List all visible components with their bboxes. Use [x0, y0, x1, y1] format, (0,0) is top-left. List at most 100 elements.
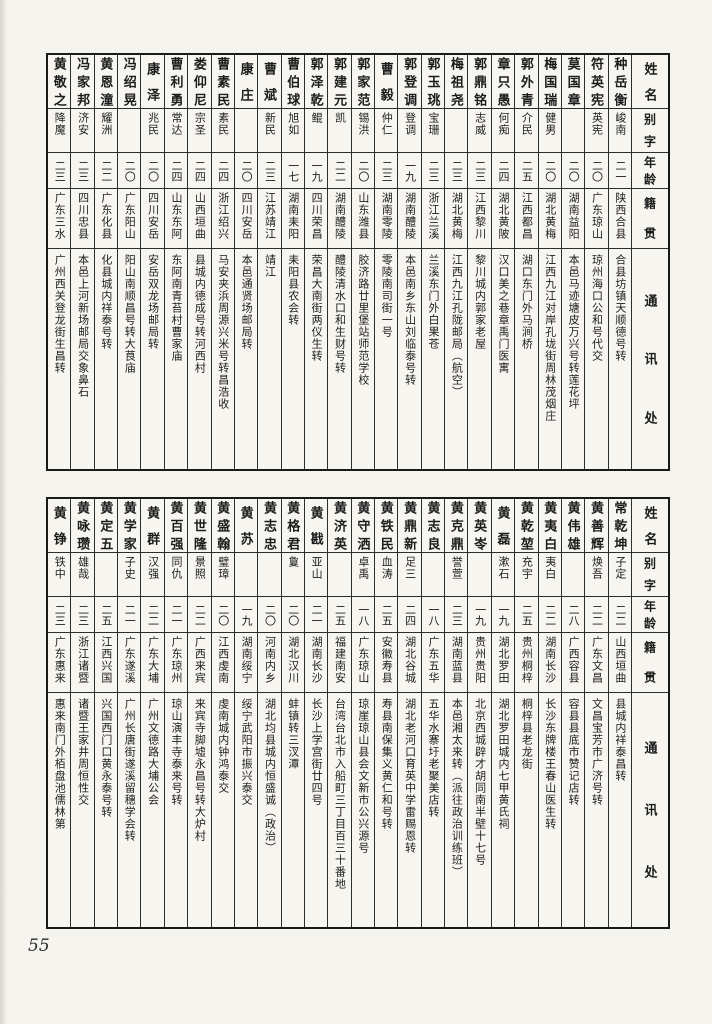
- person-column: 郭鼎铭志威 二三 江西黎川 黎川城内郭家老屋: [468, 55, 492, 469]
- person-age: 二三: [468, 153, 491, 189]
- person-age: 二三: [445, 597, 468, 633]
- person-name: 黄铁民: [375, 499, 398, 553]
- person-alias: [421, 553, 445, 597]
- person-name: 黄乾堃: [515, 499, 538, 553]
- person-native: 江西都昌: [515, 189, 538, 249]
- person-column: 黄善辉焕吾 二二 广东文昌 文昌宝芳市广济号转: [585, 499, 609, 927]
- person-native: 湖南长沙: [538, 633, 561, 693]
- person-name: 黄盛翰: [211, 499, 234, 553]
- person-alias: 亚山: [304, 553, 328, 597]
- person-age: 一九: [468, 597, 491, 633]
- person-column: 黄克鼎誉萱 二三 湖南蓝县 本邑湘太来转（派往政治训练班）: [445, 499, 469, 927]
- person-name: 黄群: [141, 499, 164, 553]
- person-alias: 旭如: [281, 109, 304, 153]
- person-contact: 江西九江孔陇邮局（航空）: [450, 254, 463, 398]
- person-alias: [118, 109, 141, 153]
- person-name: 郭鼎铭: [468, 55, 491, 109]
- person-name: 黄百强: [164, 499, 188, 553]
- person-native: 湖南零陵: [375, 189, 398, 249]
- person-contact: 醴陵清水口和生财号转: [333, 254, 346, 374]
- person-column: 黄苏一九 湖南绥宁 绥宁武阳市振兴泰交: [234, 499, 259, 927]
- person-column: 曹伯球旭如 一七 湖南耒阳 耒阳县农会转: [281, 55, 305, 469]
- person-column: 郭家范锡洪 二〇 山东潍县 胶济路廿里堡站师范学校: [351, 55, 376, 469]
- person-contact: 本邑南乡东山刘临泰号转: [403, 254, 416, 386]
- person-name: 郭家范: [351, 55, 375, 109]
- person-alias: 誉萱: [445, 553, 468, 597]
- header-label-native: 籍贯: [632, 633, 668, 693]
- person-column: 康庄二〇 四川安岳 本邑通贤场邮局转: [234, 55, 259, 469]
- person-contact: 琼崖琼山县会文新市公兴源号: [356, 698, 369, 854]
- person-alias: 宝珊: [421, 109, 445, 153]
- person-age: 二〇: [234, 153, 258, 189]
- person-contact: 虔南城内钟鸿泰交: [216, 698, 229, 794]
- person-column: 黄咏瓒雄哉 二三 浙江诸暨 诸暨王家井周恒性交: [71, 499, 95, 927]
- person-native: 安徽寿县: [375, 633, 398, 693]
- person-column: 黄恩潼耀洲 二二 广东化县 化县城内祥泰号转: [94, 55, 119, 469]
- person-age: 二五: [94, 597, 118, 633]
- header-label-name: 姓名: [632, 499, 668, 553]
- person-column: 郭登调登调 一九 湖南醴陵 本邑南乡东山刘临泰号转: [398, 55, 422, 469]
- person-name: 黄格君: [281, 499, 304, 553]
- person-contact: 桐梓县老龙街: [520, 698, 533, 770]
- person-age: 二五: [375, 597, 398, 633]
- person-age: 二〇: [281, 597, 304, 633]
- person-alias: [328, 553, 351, 597]
- person-name: 梅祖尧: [445, 55, 468, 109]
- person-alias: 英宪: [585, 109, 608, 153]
- person-age: 二四: [491, 153, 515, 189]
- person-column: 黄铮铁中 二三 广东惠来 惠来南门外栢盘池儒林第: [48, 499, 72, 927]
- person-age: 二〇: [561, 153, 585, 189]
- person-contact: 广州文德路大埔公会: [146, 698, 159, 806]
- person-contact: 台湾台北市入船町三丁目百三十番地: [333, 698, 346, 890]
- person-contact: 本邑湘太来转（派往政治训练班）: [450, 698, 463, 878]
- person-native: 广东惠来: [48, 633, 71, 693]
- person-contact: 湖北均县城内恒盛诚（政治）: [263, 698, 276, 854]
- person-contact: 阳山南顺昌号转大茛庙: [123, 254, 136, 374]
- person-contact: 县城内祥泰昌转: [613, 698, 626, 782]
- person-alias: [258, 553, 281, 597]
- person-native: 广东遂溪: [118, 633, 141, 693]
- person-age: 二二: [94, 153, 118, 189]
- person-contact: 琼州海口公和号代交: [590, 254, 603, 362]
- header-label-native: 籍贯: [632, 189, 668, 249]
- person-contact: 汉口美之巷章禹门医寓: [497, 254, 510, 374]
- person-name: 黄咏瓒: [71, 499, 94, 553]
- person-native: 广西来宾: [188, 633, 211, 693]
- person-native: 湖南醴陵: [398, 189, 421, 249]
- person-name: 郭泽乾: [304, 55, 328, 109]
- person-native: 贵州贵阳: [468, 633, 491, 693]
- person-column: 种岳衡峻南 二一 陕西合县 合县坊镇天顺德号转: [608, 55, 632, 469]
- person-column: 黄戡亚山 二一 湖南长沙 长沙上学宫街廿四号: [304, 499, 329, 927]
- person-alias: 登调: [398, 109, 421, 153]
- person-column: 黄伟雄二八 广西容县 容县县底市赞记店转: [561, 499, 586, 927]
- person-column: 曹斌新民 二三 江苏靖江 靖江: [258, 55, 282, 469]
- person-column: 章只愚何痴 二四 湖北黄陂 汉口美之巷章禹门医寓: [491, 55, 516, 469]
- person-native: 湖北汉川: [281, 633, 304, 693]
- person-column: 娄仰尼宗圣 二四 山西垣曲 县城内德成号转河西村: [188, 55, 212, 469]
- person-name: 康庄: [234, 55, 258, 109]
- person-alias: 宗圣: [188, 109, 211, 153]
- person-age: 二三: [71, 597, 94, 633]
- person-contact: 绥宁武阳市振兴泰交: [240, 698, 253, 806]
- person-contact: 蚌镇转三汊潭: [286, 698, 299, 770]
- person-alias: 足三: [398, 553, 421, 597]
- person-contact: 黎川城内郭家老屋: [473, 254, 486, 350]
- person-contact: 惠来南门外栢盘池儒林第: [53, 698, 66, 830]
- person-name: 郭外青: [515, 55, 538, 109]
- person-name: 黄敬之: [48, 55, 71, 109]
- person-native: 湖南蓝县: [445, 633, 468, 693]
- person-name: 梅国瑞: [538, 55, 561, 109]
- person-native: 湖南长沙: [304, 633, 328, 693]
- person-name: 黄世隆: [188, 499, 211, 553]
- person-native: 江西虔南: [211, 633, 234, 693]
- person-alias: 卓禹: [351, 553, 375, 597]
- person-native: 四川安岳: [234, 189, 258, 249]
- person-column: 黄学家子史 二一 广东遂溪 广州长唐街遂溪留穗学会转: [118, 499, 142, 927]
- person-contact: 五华水寨圩老聚美店转: [426, 698, 439, 818]
- person-column: 郭玉珧宝珊 二三 浙江兰溪 兰溪东门外白果苍: [421, 55, 446, 469]
- person-age: 二〇: [141, 153, 164, 189]
- person-column: 莫国章二〇 湖南益阳 本邑马迹塘皮万兴号转莲花坪: [561, 55, 586, 469]
- person-native: 湖北黄梅: [538, 189, 561, 249]
- person-alias: 子史: [118, 553, 141, 597]
- person-name: 黄守洒: [351, 499, 375, 553]
